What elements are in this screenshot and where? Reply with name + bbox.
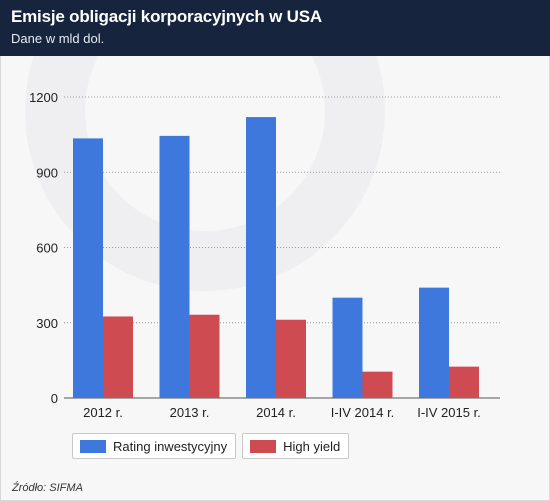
x-tick-label: 2013 r.	[170, 405, 210, 420]
legend: Rating inwestycyjny High yield	[72, 433, 350, 459]
x-tick-label: I-IV 2014 r.	[331, 405, 395, 420]
bar-rating	[332, 297, 363, 398]
legend-label-rating: Rating inwestycyjny	[113, 438, 228, 454]
y-axis-ticks: 0 300 600 900 1200	[29, 90, 58, 406]
bar-high-yield	[449, 366, 479, 398]
bar-high-yield	[103, 316, 133, 398]
legend-item-rating[interactable]: Rating inwestycyjny	[72, 433, 237, 459]
y-tick-label: 600	[36, 241, 58, 256]
x-axis-ticks: 2012 r. 2013 r. 2014 r. I-IV 2014 r. I-IV 20…	[83, 405, 481, 420]
x-tick-label: 2012 r.	[83, 405, 123, 420]
chart-subtitle: Dane w mld dol.	[11, 31, 105, 46]
bar-high-yield	[362, 371, 393, 398]
bar-high-yield	[276, 319, 306, 398]
y-tick-label: 300	[36, 316, 58, 331]
bars	[73, 117, 479, 399]
bar-rating	[246, 117, 276, 399]
y-tick-label: 900	[36, 165, 58, 180]
source-note: Źródło: SIFMA	[12, 482, 83, 494]
bar-high-yield	[189, 314, 220, 398]
bar-rating	[159, 135, 190, 399]
watermark-logo	[25, 56, 385, 291]
chart-header: Emisje obligacji korporacyjnych w USA Da…	[0, 0, 550, 56]
watermark-ring	[25, 56, 385, 291]
bar-chart: 0 300 600 900 1200 2012 r. 2013 r. 2014 r. I-IV…	[25, 56, 500, 420]
legend-swatch-high-yield	[250, 439, 277, 453]
x-tick-label: I-IV 2015 r.	[417, 405, 481, 420]
bar-rating	[419, 287, 449, 398]
bar-rating	[73, 138, 103, 398]
legend-item-high-yield[interactable]: High yield	[242, 433, 350, 459]
chart-title: Emisje obligacji korporacyjnych w USA	[11, 7, 322, 26]
legend-swatch-rating	[80, 439, 106, 453]
y-tick-label: 1200	[29, 90, 58, 105]
y-tick-label: 0	[51, 391, 58, 406]
legend-label-high-yield: High yield	[283, 438, 341, 454]
x-tick-label: 2014 r.	[256, 405, 296, 420]
